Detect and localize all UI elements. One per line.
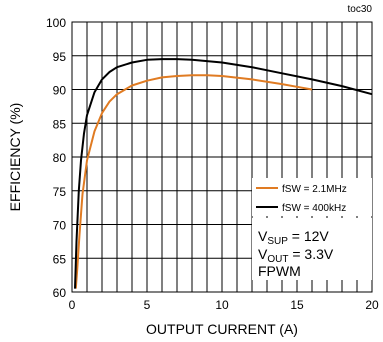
y-tick-label: 85 bbox=[53, 117, 67, 131]
legend-label-2.1mhz: fSW = 2.1MHz bbox=[282, 184, 347, 195]
y-tick-label: 60 bbox=[53, 286, 67, 300]
series-line-1 bbox=[74, 58, 373, 289]
x-tick-label: 10 bbox=[215, 298, 229, 312]
chart-tag: toc30 bbox=[348, 4, 373, 15]
x-axis-label: OUTPUT CURRENT (A) bbox=[146, 321, 298, 337]
series-lines bbox=[74, 58, 373, 289]
x-tick-label: 15 bbox=[290, 298, 304, 312]
y-tick-label: 90 bbox=[53, 84, 67, 98]
x-tick-label: 0 bbox=[69, 298, 76, 312]
y-tick-labels: 60 65 70 75 80 85 90 95 100 bbox=[46, 16, 66, 300]
annotation-box bbox=[252, 218, 372, 280]
y-tick-label: 80 bbox=[53, 151, 67, 165]
plot-frame bbox=[71, 21, 373, 293]
annotation-mode: FPWM bbox=[258, 263, 301, 279]
y-tick-label: 95 bbox=[53, 50, 67, 64]
legend-box bbox=[252, 178, 372, 216]
y-axis-label: EFFICIENCY (%) bbox=[7, 103, 23, 212]
x-tick-label: 5 bbox=[144, 298, 151, 312]
y-tick-label: 75 bbox=[53, 185, 67, 199]
legend-label-400khz: fSW = 400kHz bbox=[282, 203, 346, 214]
x-tick-labels: 0 5 10 15 20 bbox=[69, 298, 379, 312]
series-line-0 bbox=[74, 74, 313, 289]
annotation-vsup: VSUP = 12V bbox=[258, 228, 329, 247]
y-tick-label: 100 bbox=[46, 16, 66, 30]
annotation-vout: VOUT = 3.3V bbox=[258, 246, 334, 265]
conditions-annotation: VSUP = 12V VOUT = 3.3V FPWM bbox=[252, 218, 372, 280]
x-tick-label: 20 bbox=[365, 298, 379, 312]
legend: fSW = 2.1MHz fSW = 400kHz bbox=[252, 178, 372, 216]
y-tick-label: 65 bbox=[53, 252, 67, 266]
y-tick-label: 70 bbox=[53, 219, 67, 233]
